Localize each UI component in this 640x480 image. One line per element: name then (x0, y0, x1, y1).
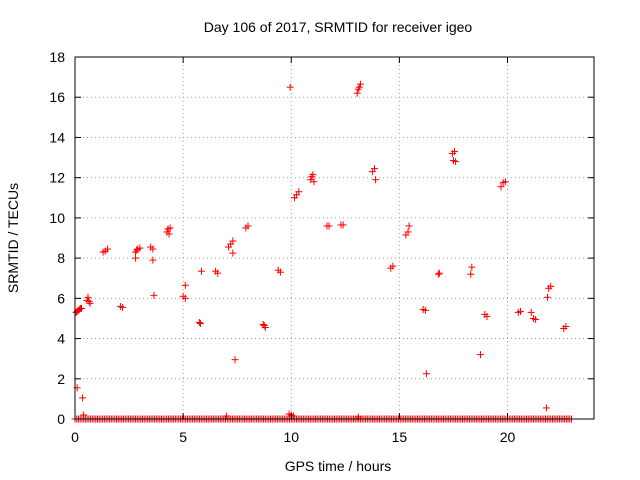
data-point (84, 293, 92, 301)
data-point (435, 269, 443, 277)
data-point (80, 411, 88, 419)
data-point (562, 322, 570, 330)
data-point (149, 256, 157, 264)
data-point (421, 306, 429, 314)
data-point (404, 228, 412, 236)
data-point (181, 294, 189, 302)
data-point (309, 171, 317, 179)
data-points (71, 80, 576, 423)
y-tick-label: 16 (49, 89, 65, 105)
y-tick-label: 4 (57, 331, 65, 347)
data-point (261, 323, 269, 331)
data-point (229, 249, 237, 257)
data-point (353, 89, 361, 97)
data-point (181, 281, 189, 289)
data-point (166, 224, 174, 232)
data-point (468, 263, 476, 271)
chart-title: Day 106 of 2017, SRMTID for receiver ige… (204, 19, 473, 35)
data-point (372, 176, 380, 184)
data-point (86, 299, 94, 307)
data-point (198, 267, 206, 275)
data-point (222, 412, 230, 420)
data-point (295, 188, 303, 196)
data-point (276, 268, 284, 276)
data-point (310, 178, 318, 186)
data-point (544, 293, 552, 301)
x-tick-label: 10 (283, 429, 299, 445)
y-tick-label: 18 (49, 49, 65, 65)
data-point (77, 304, 85, 312)
data-point (451, 148, 459, 156)
data-point (527, 308, 535, 316)
data-point (516, 307, 524, 315)
data-point (452, 158, 460, 166)
data-point (150, 291, 158, 299)
x-axis-label: GPS time / hours (285, 458, 392, 474)
y-tick-label: 12 (49, 170, 65, 186)
data-point (231, 356, 239, 364)
data-point (244, 222, 252, 230)
y-tick-label: 6 (57, 290, 65, 306)
data-point (497, 183, 505, 191)
x-tick-label: 15 (392, 429, 408, 445)
x-tick-label: 20 (500, 429, 516, 445)
plot-frame (74, 56, 595, 420)
data-point (483, 312, 491, 320)
y-axis-label: SRMTID / TECUs (5, 183, 21, 293)
y-tick-label: 0 (57, 411, 65, 427)
axis-ticks: 0 2 4 6 8 10 12 14 16 18 0 5 10 15 20 (49, 49, 594, 445)
y-tick-label: 8 (57, 250, 65, 266)
y-tick-label: 2 (57, 371, 65, 387)
data-point (389, 262, 397, 270)
data-point (196, 319, 204, 327)
grid-lines (75, 57, 594, 419)
data-point (214, 269, 222, 277)
data-point (119, 303, 127, 311)
data-point (79, 394, 87, 402)
x-tick-label: 0 (71, 429, 79, 445)
x-tick-label: 5 (179, 429, 187, 445)
data-point (405, 222, 413, 230)
data-point (542, 404, 550, 412)
data-point (355, 83, 363, 91)
data-point (103, 245, 111, 253)
data-point (325, 222, 333, 230)
data-point (501, 178, 509, 186)
y-tick-label: 14 (49, 129, 65, 145)
data-point (422, 370, 430, 378)
data-point (149, 245, 157, 253)
data-point (434, 270, 442, 278)
data-point (229, 237, 237, 245)
data-point (547, 282, 555, 290)
data-point (476, 351, 484, 359)
data-point (132, 254, 140, 262)
data-point (467, 270, 475, 278)
data-point (286, 83, 294, 91)
data-point (371, 165, 379, 173)
data-point (532, 315, 540, 323)
data-point (356, 80, 364, 88)
data-point (136, 244, 144, 252)
data-point (339, 221, 347, 229)
data-point (165, 230, 173, 238)
data-point (195, 318, 203, 326)
y-tick-label: 10 (49, 210, 65, 226)
